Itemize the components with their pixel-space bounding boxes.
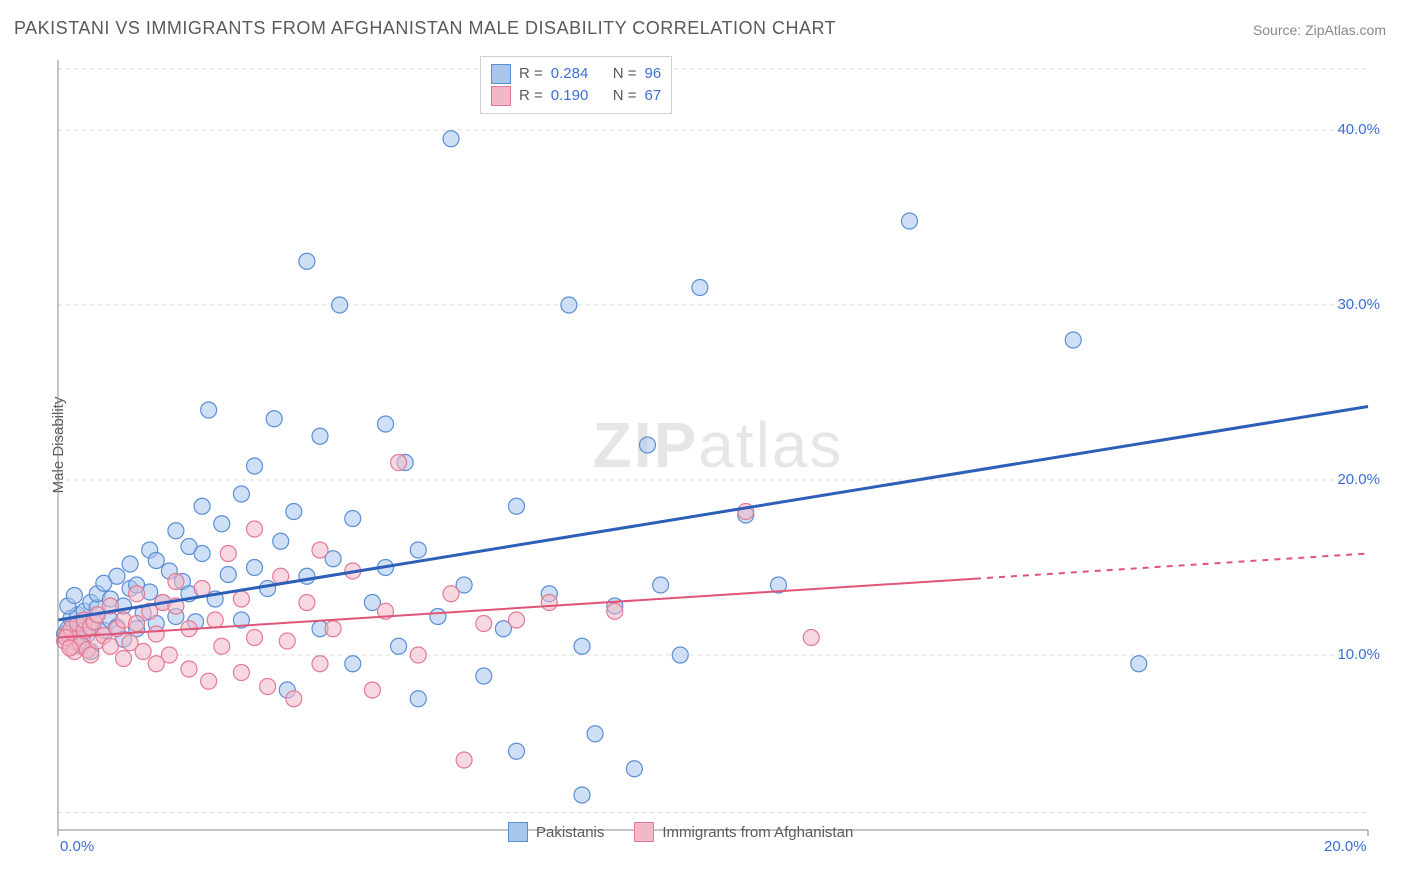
x-tick-label: 20.0% — [1324, 838, 1367, 855]
chart-title: PAKISTANI VS IMMIGRANTS FROM AFGHANISTAN… — [14, 18, 836, 39]
chart-area: Male Disability ZIPatlas R =0.284N =96R … — [48, 50, 1388, 840]
legend-row: R =0.284N =96 — [491, 63, 661, 85]
legend-swatch — [508, 822, 528, 842]
y-tick-label: 20.0% — [1337, 471, 1380, 488]
y-tick-label: 40.0% — [1337, 121, 1380, 138]
legend-swatch — [491, 64, 511, 84]
legend-swatch — [634, 822, 654, 842]
legend-item: Pakistanis — [508, 822, 604, 842]
source-label: Source: ZipAtlas.com — [1253, 22, 1386, 38]
series-legend: Pakistanis Immigrants from Afghanistan — [508, 822, 853, 842]
scatter-plot — [48, 50, 1388, 840]
y-tick-label: 10.0% — [1337, 646, 1380, 663]
y-tick-label: 30.0% — [1337, 296, 1380, 313]
legend-swatch — [491, 86, 511, 106]
legend-row: R =0.190N =67 — [491, 85, 661, 107]
x-tick-label: 0.0% — [60, 838, 94, 855]
legend-item: Immigrants from Afghanistan — [634, 822, 853, 842]
correlation-legend: R =0.284N =96R =0.190N =67 — [480, 56, 672, 114]
